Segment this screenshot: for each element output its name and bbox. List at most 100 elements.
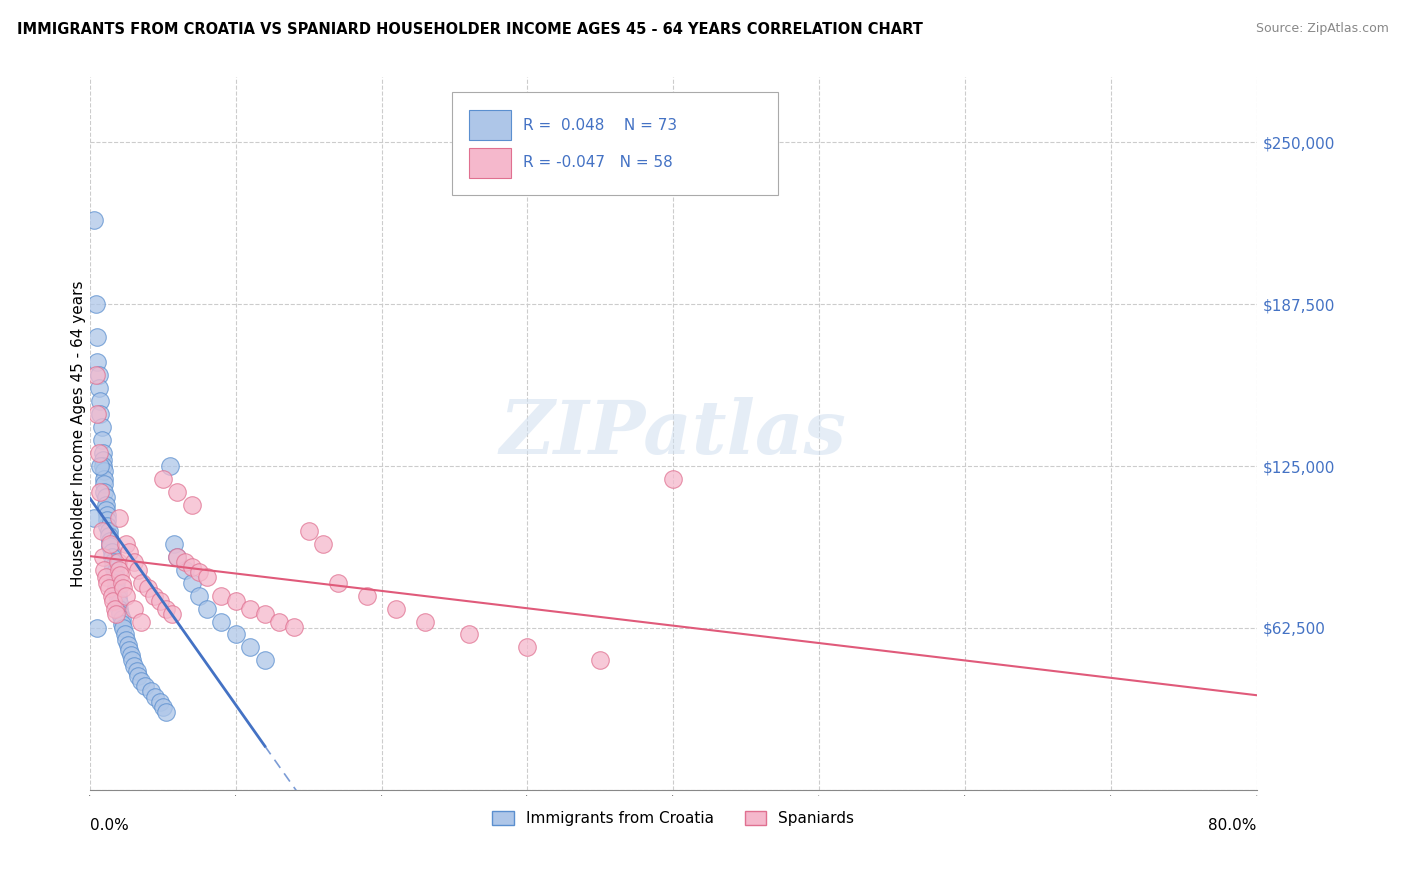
Point — [145, 690, 167, 704]
Point — [93, 485, 115, 500]
Point — [96, 508, 118, 523]
Point — [105, 581, 128, 595]
Point — [112, 621, 135, 635]
Point — [86, 407, 108, 421]
Point — [94, 570, 117, 584]
Point — [118, 544, 141, 558]
Point — [117, 638, 139, 652]
Point — [516, 640, 538, 655]
Point — [96, 513, 118, 527]
Point — [152, 700, 174, 714]
Point — [110, 607, 132, 621]
Point — [93, 477, 115, 491]
Point — [103, 560, 125, 574]
Point — [225, 627, 247, 641]
Point — [114, 627, 136, 641]
Point — [195, 570, 218, 584]
Point — [115, 537, 138, 551]
Point — [188, 589, 211, 603]
Point — [134, 679, 156, 693]
Text: 0.0%: 0.0% — [90, 819, 128, 833]
Point — [118, 643, 141, 657]
Point — [120, 648, 142, 663]
Point — [91, 458, 114, 473]
Point — [131, 575, 153, 590]
Point — [90, 433, 112, 447]
Point — [127, 563, 149, 577]
Point — [110, 567, 132, 582]
Point — [93, 563, 115, 577]
Point — [105, 575, 128, 590]
Point — [139, 684, 162, 698]
Point — [115, 589, 138, 603]
Point — [122, 601, 145, 615]
Point — [173, 555, 195, 569]
Point — [90, 524, 112, 538]
Point — [89, 485, 111, 500]
Point — [662, 472, 685, 486]
Point — [356, 589, 378, 603]
Point — [104, 601, 127, 615]
Point — [108, 596, 131, 610]
Point — [149, 695, 172, 709]
Point — [326, 575, 349, 590]
Point — [96, 518, 118, 533]
Y-axis label: Householder Income Ages 45 - 64 years: Householder Income Ages 45 - 64 years — [72, 280, 86, 587]
Point — [385, 601, 408, 615]
Point — [86, 621, 108, 635]
Point — [125, 664, 148, 678]
Point — [163, 537, 186, 551]
Point — [108, 511, 131, 525]
Point — [89, 458, 111, 473]
Point — [100, 589, 122, 603]
Point — [209, 615, 232, 629]
Point — [97, 581, 120, 595]
Point — [129, 674, 152, 689]
Point — [98, 537, 121, 551]
Point — [136, 581, 159, 595]
Point — [239, 640, 262, 655]
Text: 80.0%: 80.0% — [1208, 819, 1257, 833]
Point — [121, 653, 143, 667]
Point — [94, 490, 117, 504]
Point — [90, 420, 112, 434]
Point — [83, 511, 105, 525]
Point — [298, 524, 321, 538]
Point — [97, 524, 120, 538]
Point — [253, 653, 276, 667]
Point — [107, 591, 129, 606]
Point — [458, 627, 481, 641]
Point — [160, 607, 183, 621]
Point — [97, 529, 120, 543]
Point — [253, 607, 276, 621]
Point — [91, 452, 114, 467]
Point — [166, 485, 188, 500]
Point — [94, 498, 117, 512]
Text: ZIPatlas: ZIPatlas — [501, 398, 846, 470]
Point — [93, 472, 115, 486]
Point — [122, 555, 145, 569]
Point — [188, 566, 211, 580]
Point — [94, 503, 117, 517]
Point — [93, 464, 115, 478]
Point — [181, 560, 204, 574]
Point — [589, 653, 612, 667]
Point — [129, 615, 152, 629]
Point — [86, 329, 108, 343]
Point — [103, 555, 125, 569]
Point — [173, 563, 195, 577]
Point — [108, 601, 131, 615]
Point — [89, 394, 111, 409]
Legend: Immigrants from Croatia, Spaniards: Immigrants from Croatia, Spaniards — [486, 805, 860, 832]
Point — [239, 601, 262, 615]
Point — [111, 575, 134, 590]
Point — [152, 472, 174, 486]
Point — [104, 566, 127, 580]
Point — [181, 498, 204, 512]
FancyBboxPatch shape — [470, 111, 512, 140]
Point — [96, 575, 118, 590]
Point — [98, 534, 121, 549]
Point — [155, 705, 177, 719]
Point — [115, 632, 138, 647]
Point — [108, 563, 131, 577]
